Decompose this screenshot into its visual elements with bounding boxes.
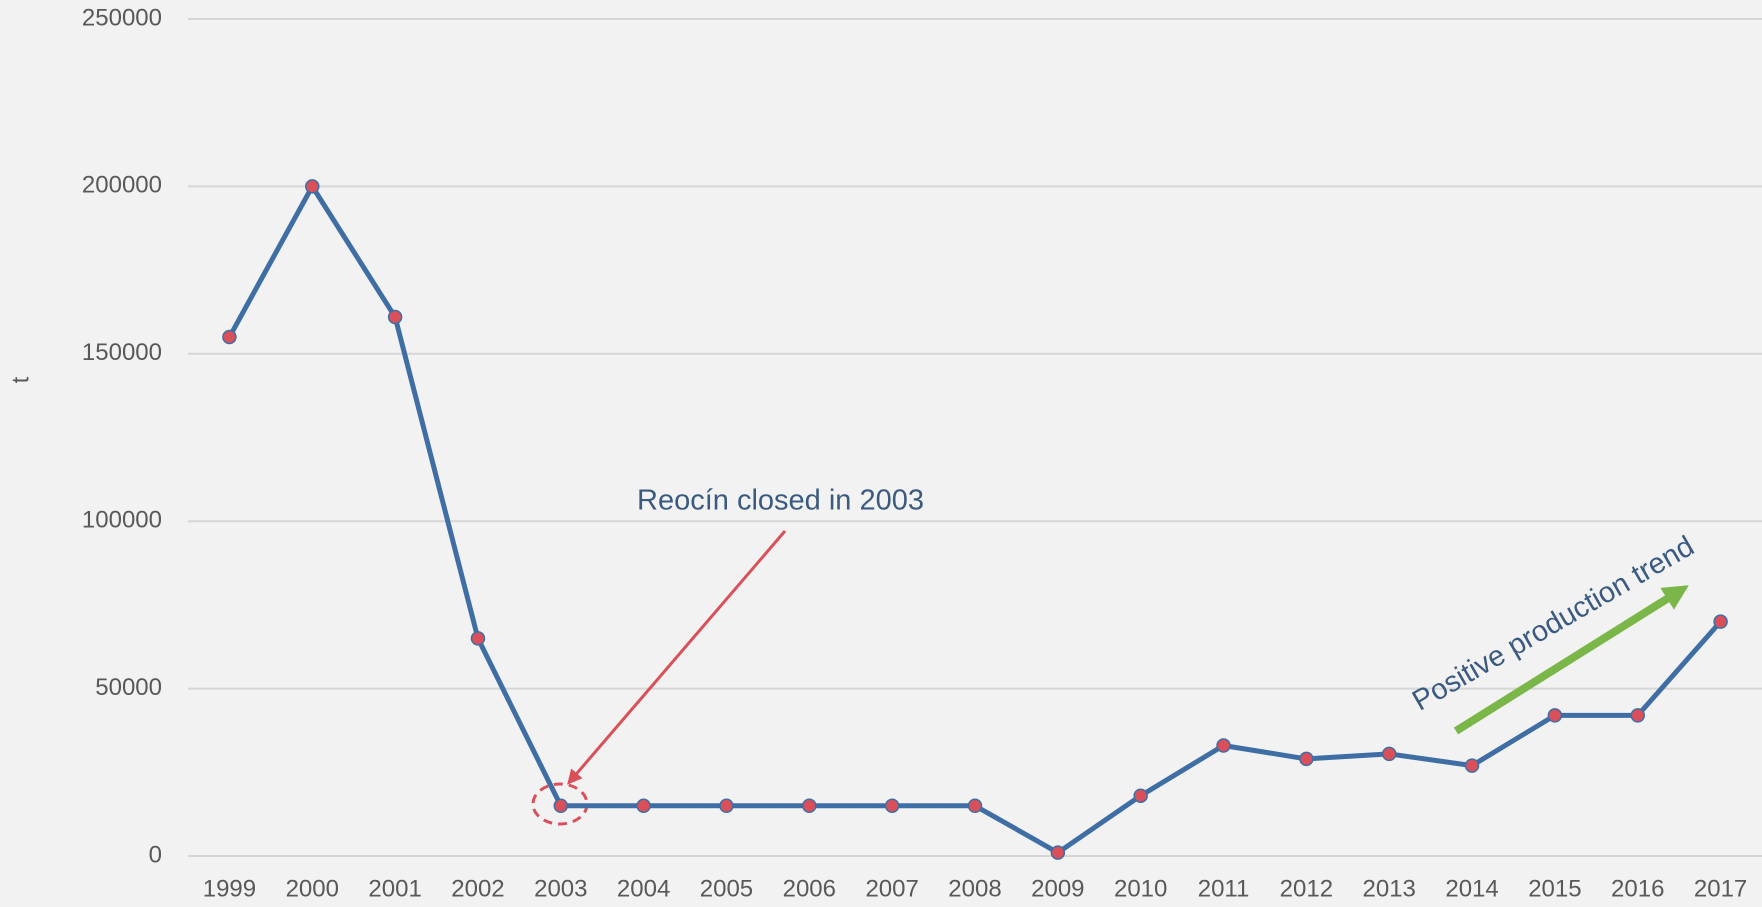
annotation: Reocín closed in 2003	[637, 485, 924, 517]
y-tick-label: 150000	[82, 339, 162, 366]
point	[1216, 738, 1231, 753]
point	[1050, 845, 1066, 860]
x-tick-label: 2007	[865, 875, 918, 902]
y-tick-label: 100000	[82, 507, 162, 534]
point	[1713, 614, 1728, 629]
grid	[188, 18, 1762, 857]
point	[1464, 758, 1480, 773]
point	[884, 798, 900, 814]
x-tick-label: 2000	[286, 875, 339, 902]
x-tick-label: 2014	[1445, 875, 1498, 902]
point	[387, 309, 403, 325]
x-tick-label: 2017	[1694, 875, 1747, 902]
y-tick-label: 50000	[95, 674, 162, 701]
x-tick-label: 2006	[783, 875, 836, 902]
point	[222, 329, 237, 345]
x-tick-label: 2013	[1363, 875, 1416, 902]
point	[1299, 751, 1314, 767]
annotation-arrow	[567, 530, 787, 785]
point	[470, 631, 486, 646]
trend-arrow	[1453, 585, 1689, 735]
x-tick-label: 2016	[1611, 875, 1664, 902]
x-tick-label: 2010	[1114, 875, 1167, 902]
point	[1381, 746, 1397, 762]
point	[1133, 788, 1148, 803]
x-tick-label: 2005	[700, 875, 753, 902]
x-tick-label: 2009	[1031, 875, 1084, 902]
y-tick-label: 0	[149, 841, 162, 868]
point	[719, 798, 734, 814]
point	[967, 798, 983, 814]
x-tick-label: 2012	[1280, 875, 1333, 902]
x-tick-label: 2001	[368, 875, 421, 902]
point	[305, 179, 320, 194]
y-axis-label: t	[7, 376, 34, 383]
x-tick-label: 2011	[1198, 875, 1250, 902]
point	[553, 798, 569, 814]
x-tick-label: 2008	[948, 875, 1001, 902]
point	[636, 798, 651, 814]
x-tick-label: 2002	[451, 875, 504, 902]
x-tick-label: 2003	[534, 875, 587, 902]
point	[1630, 708, 1645, 723]
x-tick-label: 1999	[203, 875, 256, 902]
point	[1547, 708, 1563, 723]
y-tick-label: 200000	[82, 172, 162, 199]
y-tick-label: 250000	[82, 4, 162, 31]
line	[227, 183, 1723, 856]
x-tick-label: 2004	[617, 875, 670, 902]
x-tick-label: 2015	[1528, 875, 1581, 902]
point	[802, 798, 817, 814]
